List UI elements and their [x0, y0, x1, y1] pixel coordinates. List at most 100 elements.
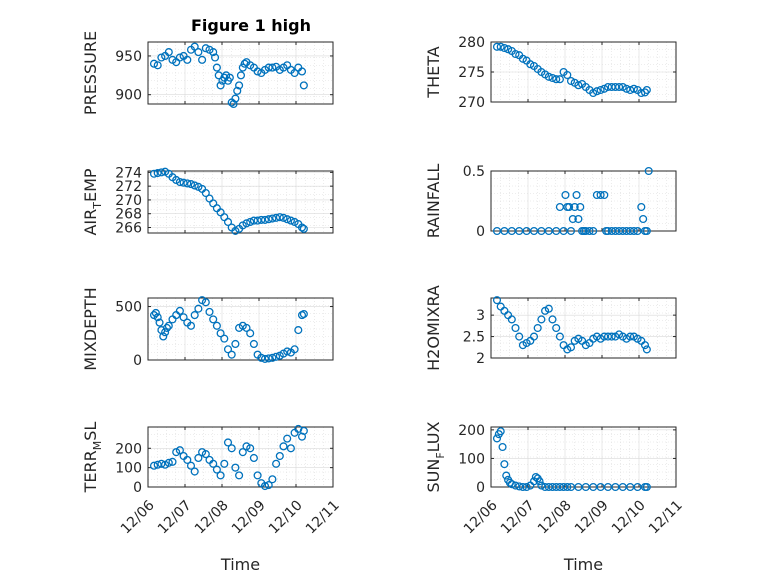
y-tick-label: 200 — [115, 441, 142, 457]
data-point — [568, 214, 577, 224]
data-point — [572, 190, 581, 200]
y-tick-label: 275 — [458, 65, 485, 81]
x-tick-label: 12/11 — [646, 497, 686, 537]
data-point — [190, 181, 199, 190]
data-point — [201, 298, 210, 307]
data-point — [555, 332, 564, 341]
data-point — [186, 461, 196, 470]
data-point — [268, 353, 277, 362]
data-point — [198, 55, 207, 64]
data-point — [640, 341, 650, 350]
data-point — [637, 202, 646, 212]
y-tick-label: 100 — [115, 461, 142, 477]
y-axis-label: SUNFLUX — [424, 421, 447, 492]
x-tick-label: 12/11 — [303, 497, 343, 537]
mixdepth-axes: 0 500 MIXDEPTH — [81, 287, 334, 371]
data-point — [576, 202, 585, 212]
data-point — [190, 42, 199, 51]
data-point — [507, 315, 516, 324]
data-point — [183, 179, 192, 188]
data-point — [615, 82, 624, 92]
data-point — [231, 94, 240, 103]
y-axis-label-main: MIXDEPTH — [81, 287, 100, 370]
data-point — [299, 81, 308, 90]
data-point — [190, 311, 199, 320]
y-axis-label-main: PRESSURE — [81, 31, 100, 115]
data-point — [209, 315, 218, 324]
data-point — [642, 345, 651, 354]
data-point — [555, 75, 564, 84]
y-axis-label-subscript: F — [434, 452, 447, 458]
y-axis-label-subscript: T — [91, 202, 104, 210]
rainfall-axes: 0 0.5 RAINFALL — [424, 164, 677, 240]
data-point — [500, 43, 509, 53]
data-point — [157, 168, 166, 177]
data-point — [201, 188, 210, 198]
data-point — [283, 434, 292, 443]
data-point — [249, 339, 258, 349]
data-point — [537, 315, 546, 324]
data-point — [268, 63, 277, 72]
data-point — [212, 204, 221, 213]
y-tick-label: 0.5 — [463, 164, 485, 180]
data-point — [164, 48, 173, 57]
y-axis-label-suffix: SL — [81, 422, 100, 441]
x-tick-label: 12/07 — [498, 497, 538, 537]
data-point — [299, 426, 308, 435]
y-axis-label-subscript: M — [91, 441, 104, 451]
y-tick-label: 900 — [115, 88, 142, 104]
data-point — [201, 44, 210, 53]
data-point — [500, 306, 509, 315]
axes-frame — [147, 297, 334, 361]
y-axis-label-suffix: EMP — [81, 168, 100, 202]
theta-axes: 270 275 280 THETA — [424, 35, 677, 111]
y-axis-label-main: H2OMIXRA — [424, 285, 443, 371]
data-point — [164, 321, 173, 330]
y-axis-label: RAINFALL — [424, 164, 443, 239]
data-point — [201, 450, 210, 459]
data-point — [607, 332, 616, 341]
data-point — [238, 448, 247, 457]
data-point — [299, 224, 308, 233]
axes-frame — [147, 426, 334, 488]
y-tick-label: 274 — [115, 165, 142, 181]
data-point — [223, 217, 233, 227]
data-point — [227, 350, 236, 359]
data-point — [175, 53, 184, 62]
x-tick-label: 12/10 — [609, 497, 649, 537]
data-point — [502, 471, 511, 480]
data-point — [642, 85, 651, 95]
data-point — [238, 63, 247, 72]
data-point — [286, 216, 295, 225]
data-point — [249, 453, 258, 463]
data-point — [153, 313, 162, 322]
data-point — [225, 73, 234, 82]
data-point — [161, 328, 170, 337]
data-point — [570, 202, 579, 212]
data-point — [511, 481, 520, 490]
data-point — [275, 451, 284, 461]
data-point — [268, 214, 277, 223]
data-point — [157, 53, 166, 62]
data-point — [205, 307, 214, 316]
data-point — [264, 354, 273, 363]
y-axis-label: THETA — [424, 46, 443, 98]
y-tick-label: 266 — [115, 220, 142, 236]
data-point — [290, 345, 299, 354]
data-point — [640, 88, 650, 97]
data-point — [149, 461, 159, 470]
data-point — [223, 345, 233, 354]
y-tick-label: 2.5 — [463, 330, 485, 346]
data-point — [574, 214, 583, 224]
data-point — [236, 71, 245, 80]
data-point — [212, 465, 221, 474]
data-point — [498, 442, 507, 452]
data-point — [229, 99, 238, 109]
x-tick-label: 12/08 — [192, 497, 232, 537]
data-point — [563, 482, 572, 492]
data-point — [223, 438, 233, 447]
data-point — [240, 59, 249, 68]
data-point — [186, 321, 196, 330]
